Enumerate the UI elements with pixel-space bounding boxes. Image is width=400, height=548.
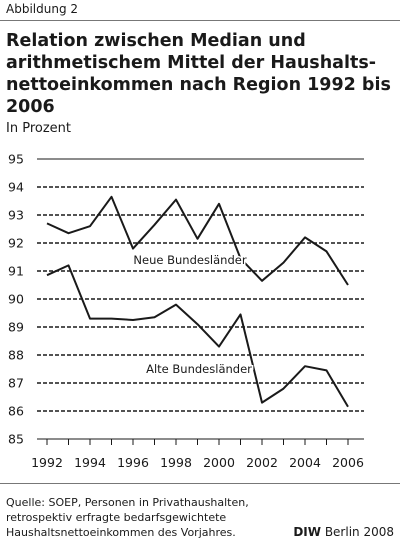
top-rule	[0, 20, 400, 21]
series-label-neue-bundesl-nder: Neue Bundesländer	[133, 253, 246, 267]
credit-brand: DIW	[293, 525, 321, 539]
x-tick-label-2000: 2000	[203, 455, 235, 470]
source-line-3: Haushaltsnettoeinkommen des Vorjahres.	[6, 526, 236, 539]
source-line-2: retrospektiv erfragte bedarfsgewichtete	[6, 511, 227, 524]
x-tick-marks	[46, 439, 349, 445]
y-tick-labels: 85 86 87 88 89 90 91 92 93 94 95	[8, 152, 24, 447]
y-tick-label-93: 93	[8, 208, 24, 223]
source-line-1: Quelle: SOEP, Personen in Privathaushalt…	[6, 496, 249, 509]
x-tick-label-1996: 1996	[117, 455, 149, 470]
y-tick-label-92: 92	[8, 236, 24, 251]
x-tick-label-1992: 1992	[31, 455, 63, 470]
series-line-alte-bundesl-nder	[46, 264, 349, 408]
bottom-rule	[0, 483, 400, 484]
x-tick-label-1998: 1998	[160, 455, 192, 470]
x-tick-label-2002: 2002	[246, 455, 278, 470]
source-note: Quelle: SOEP, Personen in Privathaushalt…	[6, 495, 249, 540]
y-tick-label-85: 85	[8, 432, 24, 447]
y-tick-label-94: 94	[8, 180, 24, 195]
y-tick-label-88: 88	[8, 348, 24, 363]
y-tick-label-91: 91	[8, 264, 24, 279]
grid-lines	[37, 158, 364, 440]
y-tick-label-87: 87	[8, 376, 24, 391]
y-tick-label-90: 90	[8, 292, 24, 307]
x-tick-labels: 1992 1994 1996 1998 2000 2002 2004 2006	[31, 455, 364, 470]
series-lines	[46, 195, 349, 408]
figure-label: Abbildung 2	[6, 2, 79, 16]
chart-subtitle: In Prozent	[6, 121, 71, 136]
chart-title: Relation zwischen Median und arithmetisc…	[6, 31, 391, 117]
x-tick-label-2006: 2006	[332, 455, 364, 470]
y-tick-label-89: 89	[8, 320, 24, 335]
series-line-neue-bundesl-nder	[46, 195, 349, 286]
x-tick-label-2004: 2004	[289, 455, 321, 470]
credit-text: Berlin 2008	[324, 525, 394, 539]
y-tick-label-95: 95	[8, 152, 24, 167]
series-labels: Neue Bundesländer Alte Bundesländer	[132, 252, 254, 378]
series-label-alte-bundesl-nder: Alte Bundesländer	[146, 362, 252, 376]
x-tick-label-1994: 1994	[74, 455, 106, 470]
y-tick-label-86: 86	[8, 404, 24, 419]
line-chart: 85 86 87 88 89 90 91 92 93 94 95 1992 1994 1996 1998 2…	[8, 152, 364, 470]
credit: DIW Berlin 2008	[293, 525, 394, 539]
